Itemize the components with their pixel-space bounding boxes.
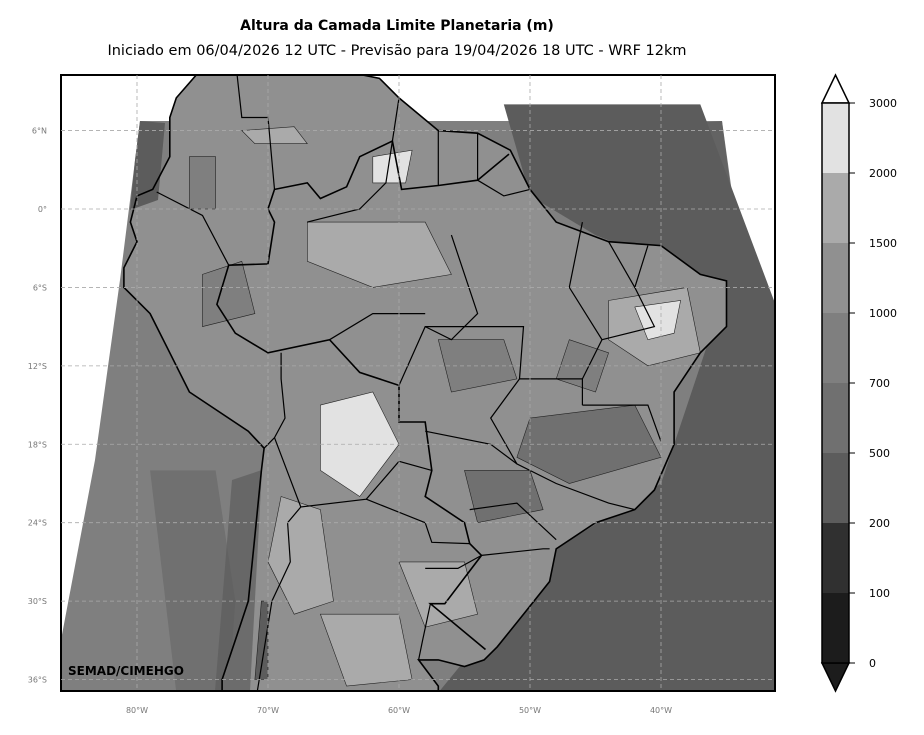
political-border [329, 313, 426, 341]
colorbar-segment [822, 453, 849, 523]
colorbar-tick-label: 700 [869, 377, 890, 390]
pbl-contour-patch [267, 496, 334, 615]
credit-label: SEMAD/CIMEHGO [68, 664, 184, 678]
lon-tick-label: 60°W [388, 706, 410, 715]
map-title: Altura da Camada Limite Planetaria (m) [240, 18, 554, 34]
political-border [236, 75, 276, 190]
political-border [366, 498, 470, 545]
lat-tick-label: 6°N [32, 127, 47, 136]
political-border [568, 221, 603, 380]
map-subtitle: Iniciado em 06/04/2026 12 UTC - Previsão… [107, 43, 687, 59]
colorbar-segment [822, 243, 849, 313]
lon-tick-label: 80°W [126, 706, 148, 715]
atlantic-ocean-field [520, 121, 740, 260]
lat-tick-label: 24°S [28, 519, 47, 528]
pbl-contour-patch [320, 391, 400, 497]
pbl-contour-patch [189, 156, 216, 210]
brazil-border [216, 139, 510, 651]
lat-tick-label: 36°S [28, 676, 47, 685]
political-border [489, 378, 635, 511]
political-border [307, 140, 393, 223]
pbl-contour-patch [130, 121, 165, 210]
lat-tick-label: 30°S [28, 597, 47, 606]
political-border [469, 502, 557, 541]
atlantic-ocean-field [439, 104, 775, 691]
lat-tick-label: 0° [38, 205, 47, 214]
political-border [263, 352, 286, 449]
lat-tick-label: 18°S [28, 440, 47, 449]
pbl-contour-patch [215, 470, 262, 691]
colorbar-tick-label: 200 [869, 517, 890, 530]
colorbar: 0 100 200 500 700 1000 1500 2000 3000 [820, 73, 897, 693]
political-border [608, 241, 636, 288]
lat-tick-label: 6°S [33, 283, 47, 292]
political-border [582, 404, 662, 442]
coastline [123, 75, 728, 691]
political-border [391, 97, 400, 142]
colorbar-tick-label: 1500 [869, 237, 897, 250]
political-border [156, 191, 230, 266]
colorbar-tick-label: 3000 [869, 97, 897, 110]
political-border [481, 548, 550, 556]
colorbar-tick-label: 1000 [869, 307, 897, 320]
pbl-contour-patch [306, 221, 452, 288]
colorbar-tick-label: 2000 [869, 167, 897, 180]
colorbar-tick-label: 0 [869, 657, 876, 670]
lon-tick-label: 40°W [650, 706, 672, 715]
colorbar-segment [822, 313, 849, 383]
political-border [477, 179, 531, 197]
political-border [256, 506, 302, 691]
map-frame [60, 74, 776, 692]
colorbar-segment [822, 383, 849, 453]
colorbar-segment [822, 173, 849, 243]
pbl-contour-patch [398, 561, 478, 628]
colorbar-over-extension [820, 73, 851, 104]
lat-tick-label: 12°S [28, 362, 47, 371]
map-area [61, 75, 775, 691]
colorbar-segment [822, 523, 849, 593]
political-border [601, 245, 656, 341]
lon-tick-label: 50°W [519, 706, 541, 715]
colorbar-segment [822, 103, 849, 173]
colorbar-tick-label: 100 [869, 587, 890, 600]
political-border [424, 234, 479, 341]
lon-tick-label: 70°W [257, 706, 279, 715]
colorbar-tick-label: 500 [869, 447, 890, 460]
colorbar-under-extension [820, 662, 851, 693]
pacific-field [150, 470, 236, 691]
political-border [398, 326, 584, 406]
colorbar-segment [822, 593, 849, 663]
political-border [418, 603, 431, 661]
political-border [425, 554, 482, 570]
